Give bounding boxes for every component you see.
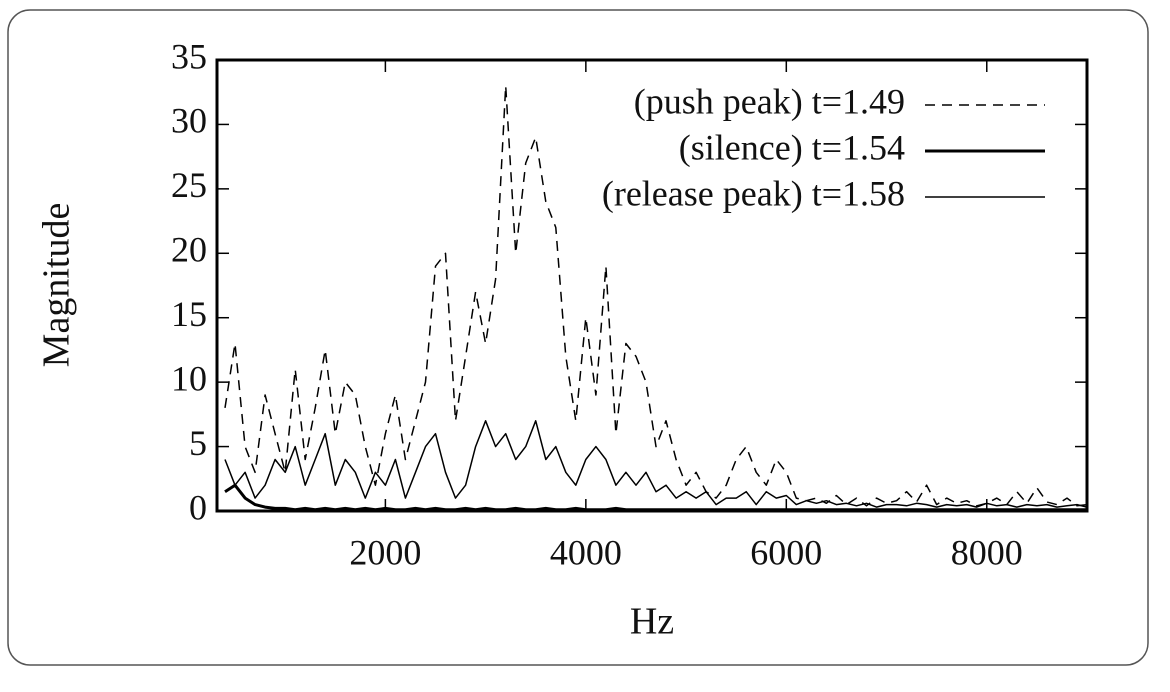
y-tick-label: 5 — [189, 423, 207, 463]
y-tick-label: 15 — [171, 294, 207, 334]
y-tick-label: 35 — [171, 36, 207, 76]
y-tick-label: 25 — [171, 165, 207, 205]
y-tick-label: 10 — [171, 358, 207, 398]
x-tick-label: 2000 — [349, 532, 421, 572]
y-tick-label: 30 — [171, 101, 207, 141]
frame — [7, 9, 1149, 666]
series-line — [224, 420, 1088, 508]
legend-label: (push peak) t=1.49 — [634, 81, 905, 121]
y-tick-label: 0 — [189, 487, 207, 527]
legend-label: (silence) t=1.54 — [679, 127, 905, 167]
y-tick-label: 20 — [171, 230, 207, 270]
plot-border — [215, 58, 1089, 513]
series-line — [224, 85, 1088, 507]
legend-label: (release peak) t=1.58 — [602, 173, 905, 213]
x-axis-label: Hz — [630, 601, 674, 643]
y-axis-label: Magnitude — [36, 203, 78, 368]
x-tick-label: 4000 — [550, 532, 622, 572]
x-tick-label: 6000 — [750, 532, 822, 572]
x-tick-label: 8000 — [951, 532, 1023, 572]
